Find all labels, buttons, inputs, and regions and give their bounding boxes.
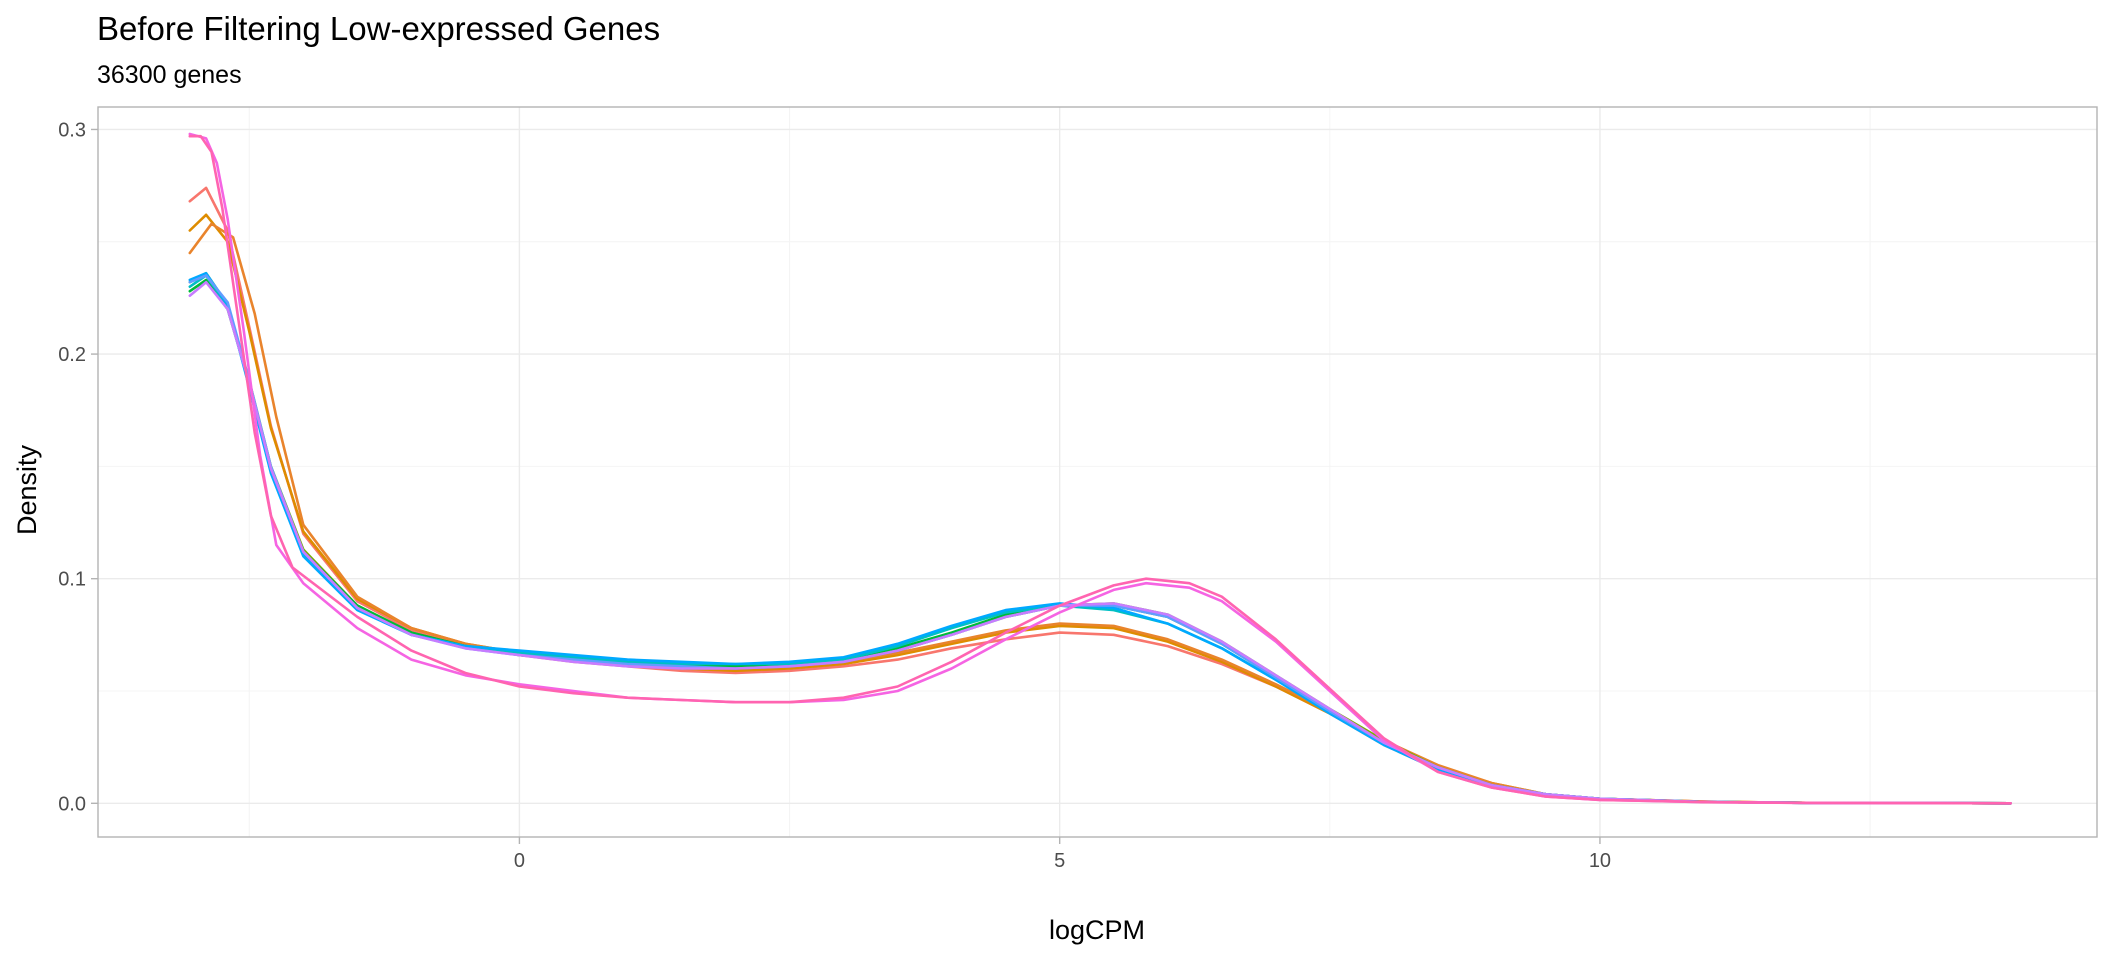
chart-title: Before Filtering Low-expressed Genes <box>97 10 660 47</box>
x-tick-label: 0 <box>514 850 525 872</box>
density-line-1 <box>188 186 2012 805</box>
density-line-3 <box>188 222 2012 805</box>
minor-gridlines <box>98 107 2097 837</box>
y-tick-label: 0.3 <box>58 119 86 141</box>
density-line-2 <box>188 213 2012 805</box>
density-line-4 <box>188 271 2012 805</box>
density-line-11 <box>188 134 2012 805</box>
y-tick-label: 0.2 <box>58 344 86 366</box>
major-gridlines <box>98 107 2097 837</box>
density-line-5 <box>188 278 2012 805</box>
y-axis-ticks: 0.0 0.1 0.2 0.3 <box>58 119 98 815</box>
density-line-10 <box>188 132 2012 805</box>
density-line-9 <box>188 280 2012 805</box>
x-tick-label: 5 <box>1054 850 1065 872</box>
plot-panel-border <box>97 106 2098 838</box>
chart-subtitle: 36300 genes <box>97 61 242 89</box>
x-axis-ticks: 0 5 10 <box>514 837 1611 872</box>
density-line-7 <box>188 271 2012 805</box>
density-series <box>188 132 2012 805</box>
y-axis-title: Density <box>12 444 42 535</box>
x-axis-title: logCPM <box>1049 915 1145 945</box>
y-tick-label: 0.1 <box>58 569 86 591</box>
y-tick-label: 0.0 <box>58 793 86 815</box>
x-tick-label: 10 <box>1589 850 1611 872</box>
